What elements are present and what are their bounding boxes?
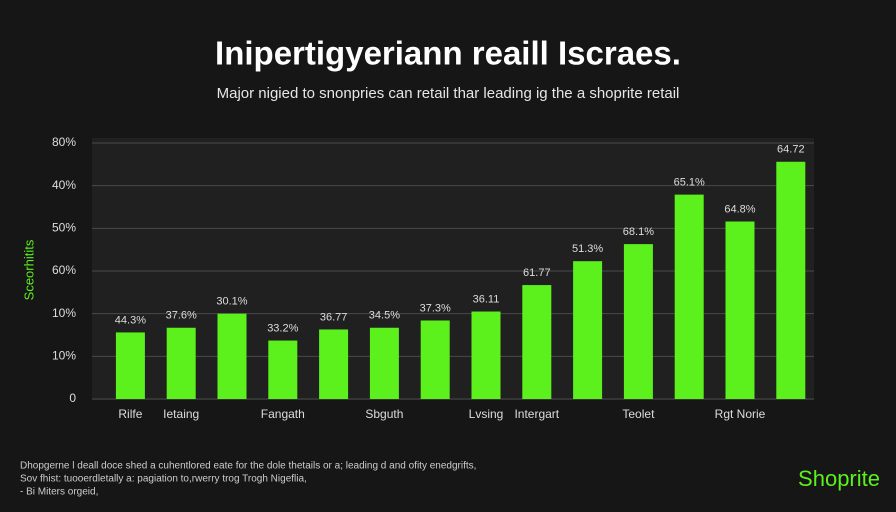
footnote: Sov fhist: tuooerdletally a: pagiation t… (20, 474, 307, 485)
brand: Shoprite (798, 466, 880, 491)
data-label: 65.1% (674, 177, 705, 189)
footnote: - Bi Miters orgeid, (20, 487, 98, 498)
x-tick-label: Intergart (514, 407, 559, 421)
data-label: 34.5% (369, 310, 400, 322)
x-tick-label: Rilfe (118, 407, 142, 421)
y-tick-label: 80% (52, 135, 76, 149)
bar (115, 332, 145, 399)
data-label: 64.8% (724, 203, 755, 215)
bar (268, 340, 298, 399)
x-tick-label: Teolet (622, 407, 655, 421)
data-label: 64.72 (777, 144, 805, 156)
data-label: 37.6% (166, 310, 197, 322)
plot-area (92, 138, 814, 400)
y-tick-label: 40% (52, 178, 76, 192)
y-tick-label: 0 (69, 391, 76, 405)
bar (623, 244, 653, 399)
bar (217, 313, 247, 399)
y-tick-label: 10% (52, 349, 76, 363)
x-tick-label: Ietaing (163, 407, 199, 421)
bar (319, 329, 349, 399)
y-tick-label: 50% (52, 221, 76, 235)
y-tick-label: 60% (52, 263, 76, 277)
y-axis-label: Sceorhitits (21, 239, 36, 300)
data-label: 44.3% (115, 314, 146, 326)
data-label: 61.77 (523, 267, 551, 279)
data-label: 30.1% (216, 296, 247, 308)
x-tick-label: Fangath (261, 407, 305, 421)
bar (369, 327, 399, 399)
x-tick-label: Lvsing (469, 407, 504, 421)
x-tick-label: Sbguth (365, 407, 403, 421)
bar (725, 221, 755, 399)
footnote: Dhopgerne l deall doce shed a cuhentlore… (20, 461, 476, 472)
y-tick-label: 10% (52, 306, 76, 320)
chart-title: Inipertigyeriann reaill Iscraes. (215, 35, 681, 72)
bar (522, 285, 552, 399)
chart-subtitle: Major nigied to snonpries can retail tha… (217, 85, 680, 102)
data-label: 36.11 (473, 293, 500, 305)
data-label: 37.3% (420, 302, 451, 314)
data-label: 51.3% (572, 243, 603, 255)
bar (166, 327, 196, 399)
bar (471, 311, 501, 399)
data-label: 36.77 (320, 311, 348, 323)
bar (776, 161, 806, 399)
data-label: 33.2% (267, 322, 298, 334)
bar (573, 261, 603, 399)
bar (420, 320, 450, 399)
data-label: 68.1% (623, 226, 654, 238)
x-tick-label: Rgt Norie (715, 407, 766, 421)
bar (674, 194, 704, 399)
